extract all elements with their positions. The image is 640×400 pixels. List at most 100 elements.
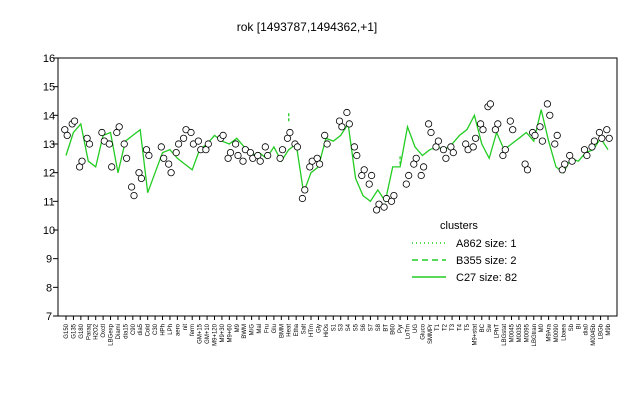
x-tick-label: BT <box>383 324 389 332</box>
data-point <box>590 137 599 145</box>
data-point <box>509 126 517 134</box>
x-tick-label: BMM <box>279 324 285 338</box>
x-tick-label: Gly <box>316 324 322 333</box>
x-tick-label: M9b <box>606 323 612 335</box>
data-point <box>561 160 569 168</box>
x-tick-label: M0045 <box>509 323 515 342</box>
data-point <box>380 203 388 211</box>
x-tick-label: S7 <box>368 323 374 331</box>
data-point <box>603 126 611 134</box>
data-point <box>419 163 428 171</box>
x-tick-label: C90 <box>131 323 137 335</box>
data-point <box>531 131 539 139</box>
data-point <box>412 154 420 162</box>
data-point <box>315 160 324 168</box>
x-tick-label: HiOs <box>324 324 330 337</box>
data-point <box>494 120 502 128</box>
x-tick-label: Heat <box>287 324 293 337</box>
x-tick-label: T5 <box>465 323 471 331</box>
x-tick-label: Bl <box>576 324 582 329</box>
y-tick-label: 15 <box>43 82 55 94</box>
x-tick-label: SMMPr <box>428 324 434 344</box>
x-tick-label: M9 <box>235 323 241 332</box>
data-point <box>449 149 457 157</box>
x-tick-label: Sw <box>487 323 493 332</box>
data-point <box>402 180 410 188</box>
data-point <box>568 157 576 165</box>
data-point <box>108 163 116 171</box>
x-tick-label: ferm <box>190 324 196 336</box>
data-point <box>424 120 433 128</box>
y-tick-label: 10 <box>43 225 55 237</box>
data-point <box>187 128 195 137</box>
data-point <box>219 131 227 139</box>
x-axis: G150 G135 G180 Paraq H2O2 Oxctl LBGexp Diami dia… <box>64 316 612 346</box>
data-point <box>115 123 123 131</box>
x-tick-label: LBGstat <box>502 324 508 346</box>
data-point <box>486 100 494 108</box>
y-tick-label: 13 <box>43 139 55 151</box>
series-line <box>65 109 609 203</box>
x-tick-label: Lbaea <box>561 323 567 340</box>
x-tick-label: M0045b <box>591 323 597 345</box>
x-tick-label: dia0 <box>584 323 590 335</box>
x-tick-label: C30 <box>153 323 159 335</box>
data-point <box>298 194 306 203</box>
data-point <box>137 174 145 182</box>
x-tick-label: T2 <box>443 323 449 331</box>
x-tick-label: BWM <box>242 324 248 339</box>
x-tick-label: LPh <box>168 324 174 335</box>
data-point <box>264 151 272 160</box>
series-layer <box>65 109 609 203</box>
x-tick-label: M9+120 <box>212 323 218 346</box>
legend-title: clusters <box>440 220 478 232</box>
x-tick-label: Gluco <box>420 323 426 339</box>
x-tick-label: S6 <box>361 323 367 331</box>
data-point <box>439 146 448 154</box>
data-point <box>321 131 329 139</box>
x-tick-label: M0 <box>539 323 545 332</box>
y-tick-label: 8 <box>46 282 52 294</box>
data-point <box>501 146 509 154</box>
x-tick-label: M0035 <box>517 323 523 342</box>
data-point <box>105 140 113 148</box>
data-point <box>120 140 128 148</box>
data-point <box>276 154 284 162</box>
data-point <box>598 134 606 142</box>
data-point <box>343 108 351 117</box>
data-point <box>160 154 168 162</box>
x-tick-label: Oxctl <box>101 324 107 338</box>
y-tick-label: 16 <box>43 53 55 65</box>
data-point <box>543 100 552 108</box>
data-point <box>417 171 425 180</box>
data-point <box>234 151 242 160</box>
data-point <box>442 154 450 162</box>
chart-title: rok [1493787,1494362,+1] <box>237 20 377 34</box>
x-tick-label: Salt <box>302 324 308 335</box>
x-tick-label: M9+60 <box>227 323 233 342</box>
data-point <box>130 192 138 200</box>
data-point <box>157 143 165 151</box>
x-tick-label: M9Ara <box>547 323 553 341</box>
y-tick-label: 14 <box>43 110 55 122</box>
data-point <box>63 131 71 139</box>
data-point <box>390 192 398 200</box>
data-point <box>78 157 86 165</box>
x-tick-label: dia15 <box>123 323 129 338</box>
x-tick-label: LPhT <box>495 324 501 339</box>
data-point <box>323 140 331 148</box>
x-tick-label: dia5 <box>138 323 144 335</box>
x-tick-label: M0095 <box>524 323 530 342</box>
legend-label: B355 size: 2 <box>456 255 517 267</box>
data-point <box>469 143 477 151</box>
data-point <box>551 140 559 148</box>
data-point <box>365 180 373 188</box>
data-point <box>479 126 487 134</box>
data-point <box>553 131 561 139</box>
x-tick-label: Pyr <box>398 324 404 333</box>
x-tick-label: LoTm <box>406 324 412 339</box>
data-point <box>583 151 591 160</box>
data-point <box>194 137 202 145</box>
legend-label: A862 size: 1 <box>456 238 517 250</box>
